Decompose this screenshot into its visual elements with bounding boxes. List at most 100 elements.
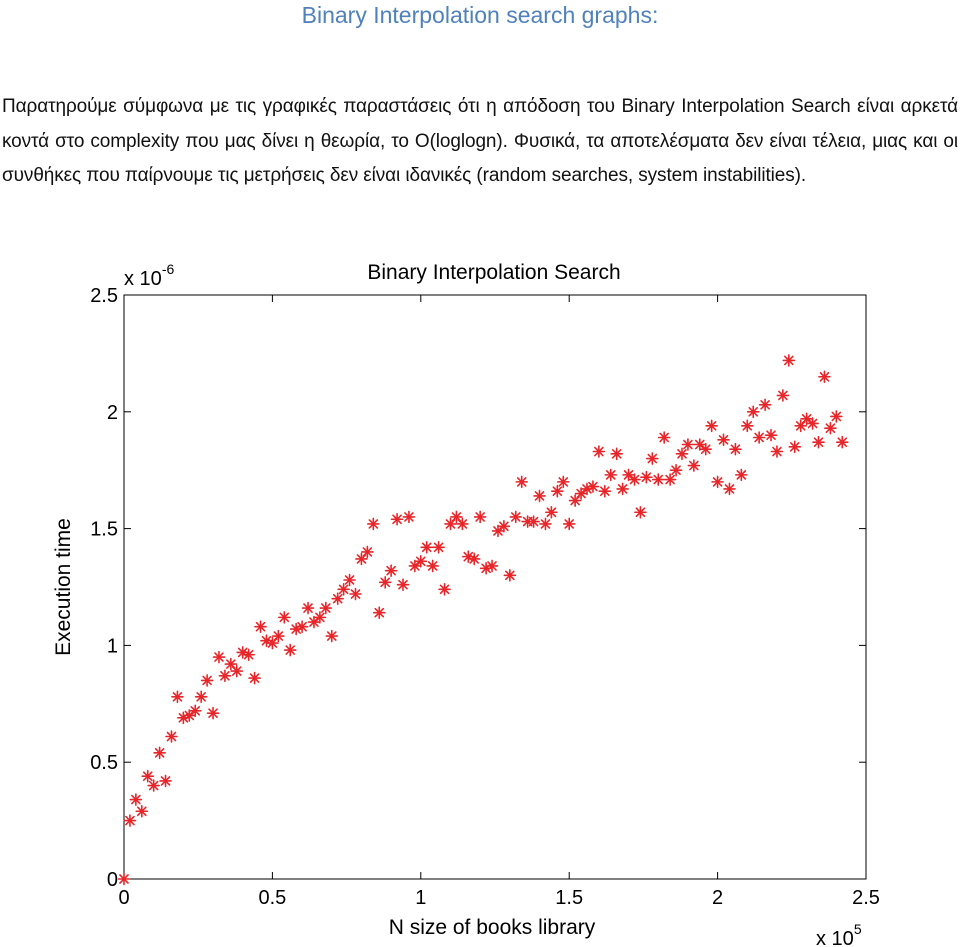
data-point — [693, 438, 707, 451]
data-point — [830, 410, 843, 423]
data-point — [420, 540, 434, 554]
data-point — [669, 463, 683, 477]
data-point — [770, 445, 784, 458]
data-point — [230, 664, 244, 678]
data-point — [776, 389, 790, 402]
data-point — [301, 601, 315, 615]
data-point — [426, 559, 439, 573]
x-tick-label: 2.5 — [852, 887, 880, 909]
data-point — [533, 489, 546, 503]
chart-title: Binary Interpolation Search — [367, 261, 620, 284]
data-point — [818, 370, 831, 384]
data-point — [800, 412, 813, 426]
data-point — [746, 405, 760, 419]
data-point — [135, 804, 149, 818]
data-point — [764, 428, 778, 442]
data-point — [194, 690, 208, 704]
data-point — [254, 620, 267, 634]
data-point — [337, 583, 350, 596]
data-point — [349, 587, 362, 601]
x-multiplier-exponent: 5 — [854, 921, 862, 937]
data-point — [117, 872, 131, 886]
data-point — [295, 620, 309, 634]
data-point — [663, 473, 677, 486]
data-point — [165, 730, 178, 743]
data-point — [598, 484, 612, 498]
data-point — [806, 417, 819, 430]
x-tick-label: 0 — [118, 887, 129, 909]
data-point — [159, 774, 172, 788]
data-point — [527, 515, 540, 528]
data-point — [497, 519, 511, 533]
data-point — [355, 552, 368, 566]
data-point — [752, 431, 766, 444]
data-point — [687, 459, 701, 472]
x-tick-label: 1 — [415, 887, 426, 909]
data-point — [705, 419, 718, 433]
data-point — [319, 601, 333, 615]
y-multiplier-exponent: -6 — [162, 261, 175, 277]
data-point — [467, 552, 481, 566]
data-points — [117, 354, 849, 886]
data-point — [313, 611, 327, 624]
data-point — [390, 512, 404, 526]
data-point — [723, 482, 736, 496]
data-point — [592, 445, 606, 458]
data-point — [485, 559, 499, 573]
data-point — [153, 746, 166, 760]
data-point — [491, 524, 505, 538]
data-point — [616, 482, 629, 496]
y-tick-label: 1 — [107, 635, 118, 657]
data-point — [456, 517, 469, 531]
data-point — [509, 510, 523, 524]
data-point — [378, 576, 392, 589]
data-point — [675, 447, 689, 461]
y-tick-label: 2 — [107, 402, 118, 424]
data-point — [622, 468, 635, 482]
data-point — [735, 468, 748, 482]
data-point — [402, 510, 416, 524]
data-point — [182, 709, 196, 722]
y-axis-label: Execution time — [52, 518, 75, 656]
data-point — [657, 431, 671, 444]
data-point — [740, 419, 754, 433]
x-tick-label: 1.5 — [555, 887, 583, 909]
data-point — [717, 433, 730, 447]
data-point — [206, 706, 220, 720]
data-point — [141, 769, 155, 783]
data-point — [628, 473, 641, 486]
data-point — [372, 606, 386, 619]
x-tick-label: 2 — [712, 887, 723, 909]
data-point — [729, 442, 742, 456]
data-point — [200, 674, 214, 687]
y-tick-label: 0.5 — [90, 752, 118, 774]
data-point — [396, 578, 410, 591]
data-point — [248, 671, 261, 685]
data-point — [325, 629, 339, 643]
data-point — [556, 475, 570, 489]
data-point — [277, 611, 291, 624]
data-point — [562, 517, 576, 531]
body-paragraph: Παρατηρούμε σύμφωνα με τις γραφικές παρα… — [2, 96, 958, 186]
data-point — [812, 435, 825, 449]
data-point — [242, 648, 255, 662]
data-point — [414, 555, 428, 568]
data-point — [586, 480, 600, 493]
data-point — [272, 629, 285, 643]
section-heading: Binary Interpolation search graphs: — [301, 2, 659, 28]
data-point — [788, 440, 802, 454]
y-multiplier-label: x 10-6 — [124, 261, 174, 290]
data-point — [283, 643, 297, 657]
data-point — [545, 505, 558, 519]
data-point — [123, 814, 137, 827]
data-point — [438, 583, 451, 596]
data-point — [574, 487, 588, 500]
data-point — [699, 442, 713, 456]
data-point — [681, 438, 695, 451]
data-point — [610, 447, 623, 461]
y-multiplier-base: x 10 — [124, 268, 162, 290]
data-point — [307, 615, 321, 629]
x-tick-label: 0.5 — [258, 887, 286, 909]
x-multiplier-base: x 10 — [816, 928, 854, 947]
data-point — [147, 779, 160, 792]
